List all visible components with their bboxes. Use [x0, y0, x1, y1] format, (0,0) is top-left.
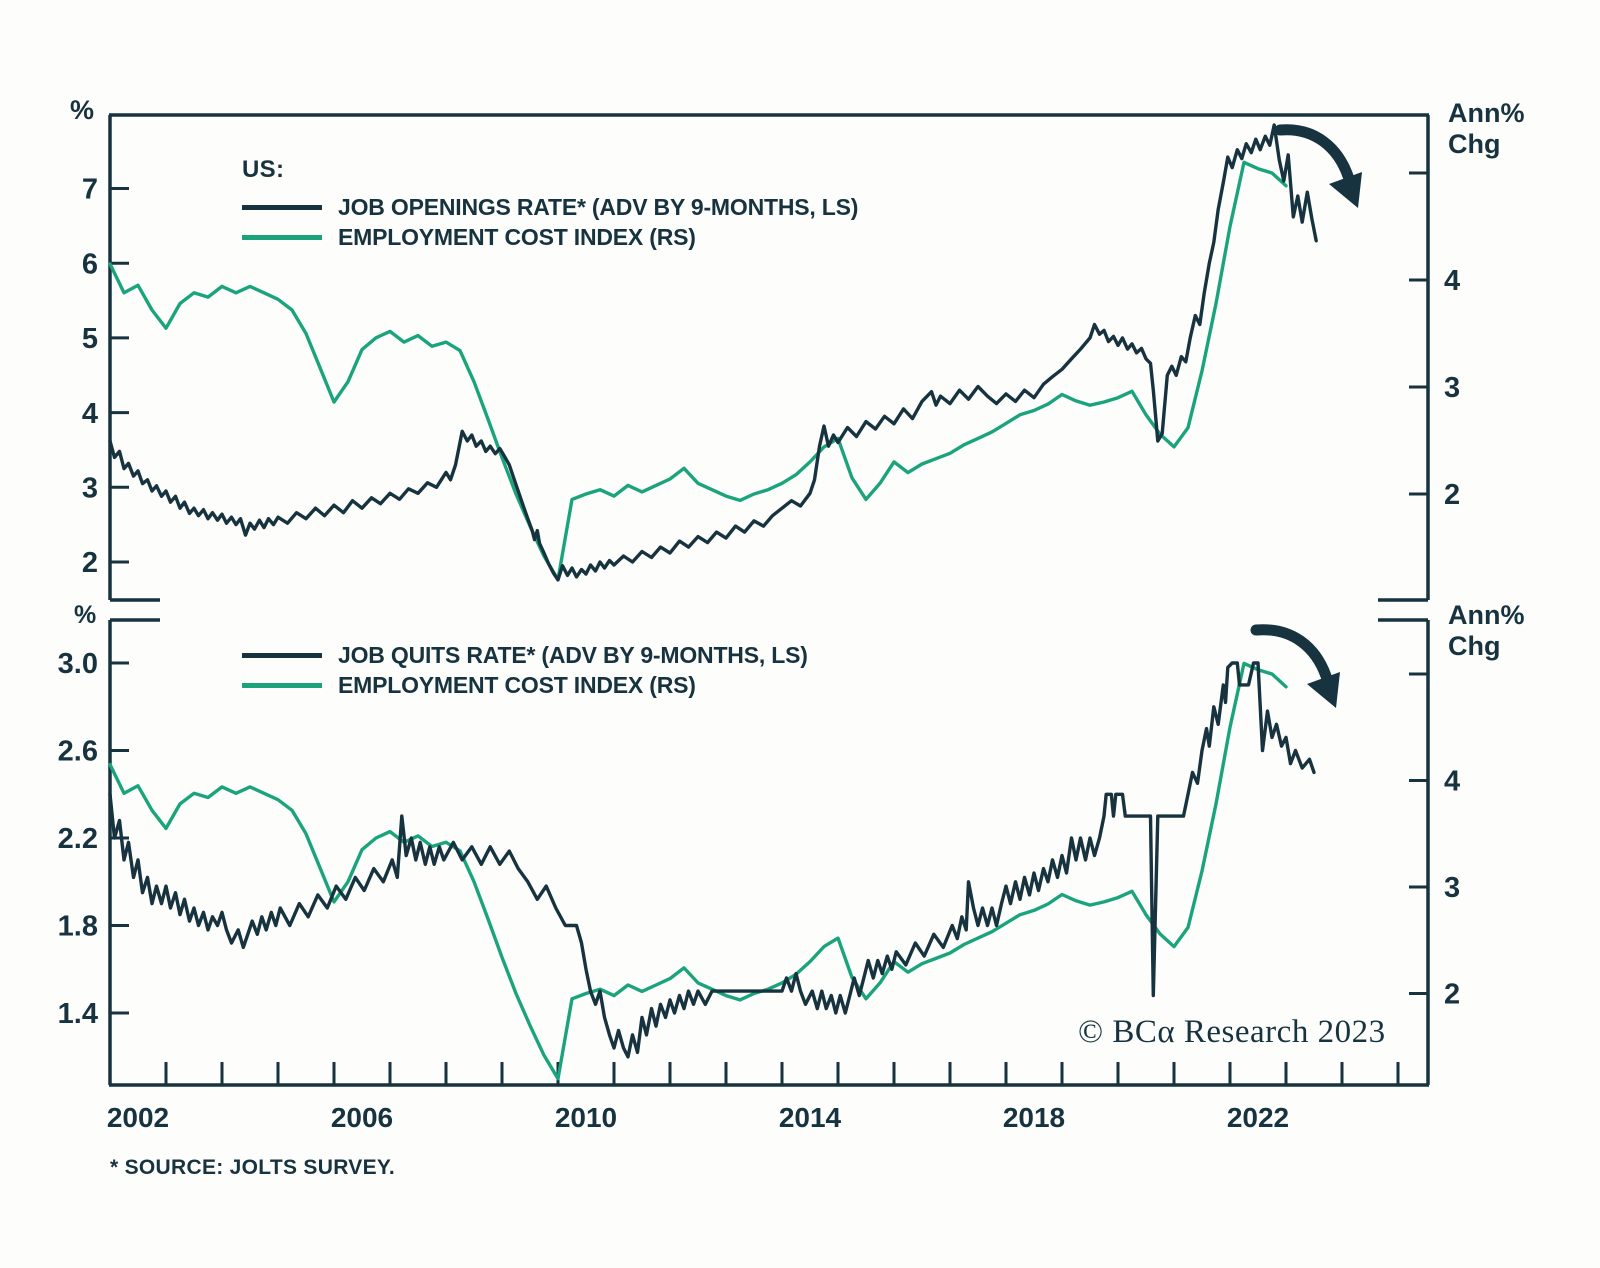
top-left-tick-label: 2 — [82, 547, 98, 579]
bottom-left-tick-label: 1.8 — [58, 911, 98, 943]
x-axis-year-label: 2018 — [1003, 1102, 1065, 1133]
x-axis-year-label: 2010 — [555, 1102, 617, 1133]
top-right-tick-label: 2 — [1444, 479, 1460, 511]
eci-legend-label-bottom: EMPLOYMENT COST INDEX (RS) — [338, 671, 696, 698]
bottom-right-axis-unit: Ann% Chg — [1448, 600, 1525, 662]
legend-header-us: US: — [242, 156, 285, 183]
bottom-right-tick-label: 3 — [1444, 872, 1460, 904]
legend-item-job-quits: JOB QUITS RATE* (ADV BY 9-MONTHS, LS) — [242, 640, 808, 670]
x-axis-year-label: 2002 — [107, 1102, 169, 1133]
legend-item-eci-bottom: EMPLOYMENT COST INDEX (RS) — [242, 670, 808, 700]
job-openings-rate-line-top — [108, 123, 1318, 582]
job-quits-rate-line-bottom — [108, 661, 1316, 1059]
top-down-arrow-shaft — [1274, 124, 1354, 182]
employment-cost-index-line-bottom — [108, 661, 1288, 1081]
bottom-left-tick-label: 2.2 — [58, 823, 98, 855]
top-right-axis-unit: Ann% Chg — [1448, 98, 1525, 160]
source-footnote: * SOURCE: JOLTS SURVEY. — [110, 1156, 396, 1179]
bottom-left-tick-label: 3.0 — [58, 648, 98, 680]
eci-line-swatch-top — [242, 234, 322, 240]
employment-cost-index-line-top — [108, 160, 1288, 582]
top-down-arrow-head — [1329, 172, 1362, 208]
bottom-down-arrow-head — [1307, 672, 1340, 708]
top-right-axis-unit-line2: Chg — [1448, 129, 1501, 159]
x-axis-year-label: 2022 — [1227, 1102, 1289, 1133]
bottom-left-tick-label: 1.4 — [58, 998, 98, 1030]
legend-bottom: JOB QUITS RATE* (ADV BY 9-MONTHS, LS) EM… — [242, 640, 808, 700]
eci-line-swatch-bottom — [242, 682, 322, 688]
top-right-axis-unit-line1: Ann% — [1448, 98, 1525, 128]
bottom-down-arrow-shaft — [1250, 624, 1332, 682]
job-quits-legend-label: JOB QUITS RATE* (ADV BY 9-MONTHS, LS) — [338, 641, 808, 668]
top-left-tick-label: 7 — [82, 174, 98, 206]
top-right-tick-label: 3 — [1444, 372, 1460, 404]
eci-legend-label-top: EMPLOYMENT COST INDEX (RS) — [338, 223, 696, 250]
legend-item-eci-top: EMPLOYMENT COST INDEX (RS) — [242, 222, 858, 252]
bottom-right-axis-unit-line1: Ann% — [1448, 600, 1525, 630]
job-quits-line-swatch — [242, 652, 322, 658]
x-axis-year-label: 2006 — [331, 1102, 393, 1133]
bottom-right-tick-label: 2 — [1444, 979, 1460, 1011]
bottom-left-axis-unit: % — [74, 601, 97, 629]
bottom-left-tick-label: 2.6 — [58, 736, 98, 768]
copyright-text: © BCα Research 2023 — [1078, 1014, 1386, 1050]
legend-item-job-openings: JOB OPENINGS RATE* (ADV BY 9-MONTHS, LS) — [242, 192, 858, 222]
x-axis-year-label: 2014 — [779, 1102, 842, 1133]
bottom-right-tick-label: 4 — [1444, 766, 1460, 798]
legend-top: US: JOB OPENINGS RATE* (ADV BY 9-MONTHS,… — [242, 156, 858, 252]
job-openings-legend-label: JOB OPENINGS RATE* (ADV BY 9-MONTHS, LS) — [338, 193, 859, 220]
job-openings-line-swatch — [242, 204, 322, 210]
top-right-tick-label: 4 — [1444, 265, 1460, 297]
top-left-tick-label: 3 — [82, 472, 98, 504]
top-left-tick-label: 4 — [82, 398, 98, 430]
top-left-tick-label: 5 — [82, 323, 98, 355]
top-left-tick-label: 6 — [82, 248, 98, 280]
top-left-axis-unit: % — [70, 95, 95, 125]
bottom-right-axis-unit-line2: Chg — [1448, 631, 1501, 661]
